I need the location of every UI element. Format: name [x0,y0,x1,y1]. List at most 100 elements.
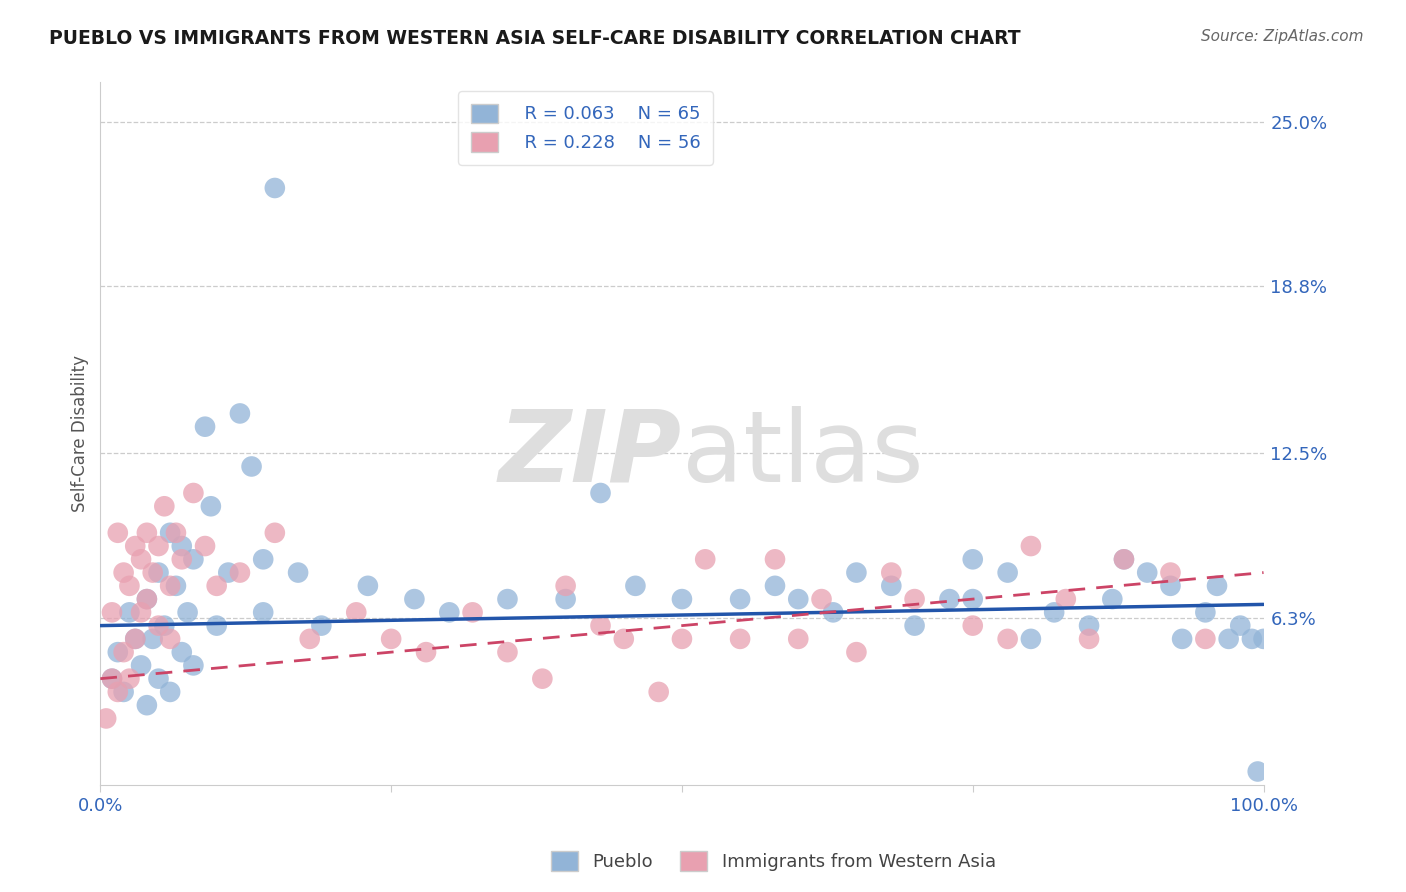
Legend:   R = 0.063    N = 65,   R = 0.228    N = 56: R = 0.063 N = 65, R = 0.228 N = 56 [458,91,713,165]
Point [124,632,146,646]
Point [962,552,984,566]
Point [845,566,868,580]
Text: Source: ZipAtlas.com: Source: ZipAtlas.com [1201,29,1364,45]
Point [263,525,285,540]
Point [124,539,146,553]
Point [129,658,152,673]
Point [624,579,647,593]
Point [129,552,152,566]
Point [229,406,252,420]
Point [311,618,333,632]
Point [728,592,751,607]
Point [148,672,170,686]
Point [135,698,157,713]
Point [613,632,636,646]
Point [194,419,217,434]
Point [415,645,437,659]
Point [496,645,519,659]
Point [671,632,693,646]
Point [112,645,135,659]
Point [439,605,461,619]
Point [380,632,402,646]
Point [1136,566,1159,580]
Point [787,632,810,646]
Point [1112,552,1135,566]
Point [129,605,152,619]
Point [118,605,141,619]
Point [205,618,228,632]
Point [1194,605,1216,619]
Point [531,672,554,686]
Point [118,672,141,686]
Point [159,579,181,593]
Point [287,566,309,580]
Point [997,566,1019,580]
Point [880,566,903,580]
Point [165,579,187,593]
Point [107,645,129,659]
Point [554,592,576,607]
Point [845,645,868,659]
Point [1206,579,1229,593]
Point [240,459,263,474]
Point [170,539,193,553]
Point [148,539,170,553]
Point [728,632,751,646]
Point [695,552,717,566]
Point [787,592,810,607]
Point [1240,632,1263,646]
Point [763,552,786,566]
Point [194,539,217,553]
Point [107,685,129,699]
Point [1171,632,1194,646]
Point [142,632,165,646]
Point [404,592,426,607]
Point [496,592,519,607]
Point [1253,632,1275,646]
Legend: Pueblo, Immigrants from Western Asia: Pueblo, Immigrants from Western Asia [544,844,1002,879]
Text: PUEBLO VS IMMIGRANTS FROM WESTERN ASIA SELF-CARE DISABILITY CORRELATION CHART: PUEBLO VS IMMIGRANTS FROM WESTERN ASIA S… [49,29,1021,48]
Point [823,605,845,619]
Point [903,618,925,632]
Point [165,525,187,540]
Point [112,566,135,580]
Point [1019,539,1042,553]
Point [200,500,222,514]
Point [124,632,146,646]
Point [101,672,124,686]
Point [205,579,228,593]
Point [671,592,693,607]
Point [159,632,181,646]
Point [252,552,274,566]
Point [1159,566,1181,580]
Point [135,592,157,607]
Point [1194,632,1216,646]
Point [159,685,181,699]
Point [183,486,205,500]
Point [554,579,576,593]
Point [135,525,157,540]
Point [183,658,205,673]
Point [148,618,170,632]
Point [153,618,176,632]
Point [997,632,1019,646]
Point [1078,632,1101,646]
Point [112,685,135,699]
Point [1054,592,1077,607]
Point [1078,618,1101,632]
Point [101,605,124,619]
Point [880,579,903,593]
Point [810,592,832,607]
Point [344,605,367,619]
Point [148,566,170,580]
Point [647,685,669,699]
Point [1218,632,1240,646]
Point [183,552,205,566]
Point [903,592,925,607]
Point [170,645,193,659]
Point [159,525,181,540]
Y-axis label: Self-Care Disability: Self-Care Disability [72,355,89,512]
Point [118,579,141,593]
Point [217,566,239,580]
Point [101,672,124,686]
